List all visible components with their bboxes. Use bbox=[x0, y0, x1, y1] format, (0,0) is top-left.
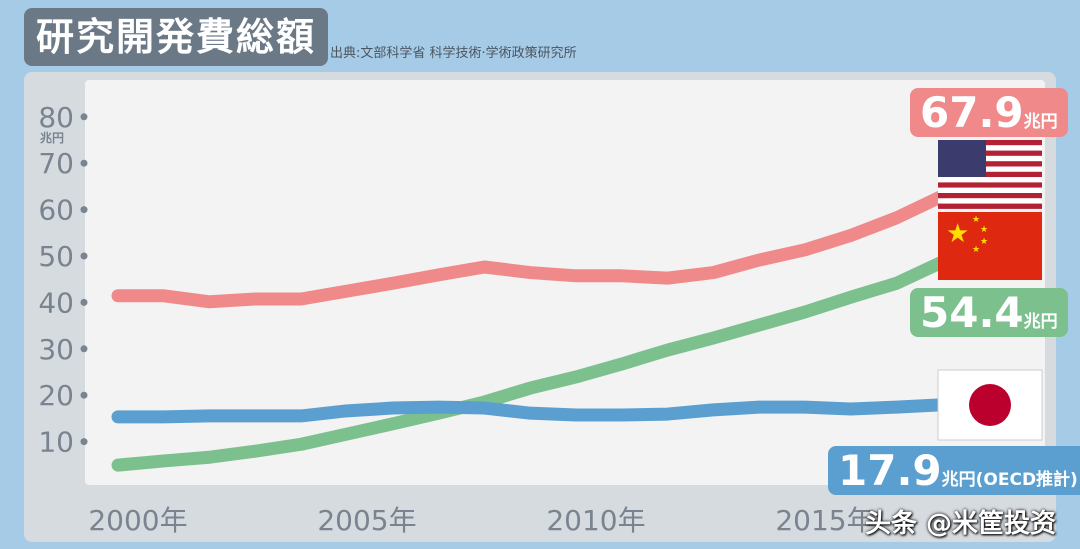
china-value-label: 54.4兆円 bbox=[910, 288, 1068, 337]
japan-series-line bbox=[111, 398, 949, 424]
china-flag-icon bbox=[938, 212, 1042, 280]
chart-title: 研究開発費総額 bbox=[24, 8, 329, 66]
x-tick-label: 2005年 bbox=[317, 504, 416, 537]
us-flag-canton bbox=[938, 140, 986, 177]
y-tick-dot bbox=[80, 298, 88, 306]
japan-value-label: 17.9兆円(OECD推計) bbox=[828, 446, 1080, 495]
y-tick-dot bbox=[80, 345, 88, 353]
china-flag-small-star: ★ bbox=[980, 225, 988, 235]
x-tick-label: 2015年 bbox=[775, 504, 874, 537]
china-series-line bbox=[111, 255, 949, 472]
y-tick-dot bbox=[80, 438, 88, 446]
y-tick-dot bbox=[80, 391, 88, 399]
y-tick-dot bbox=[80, 159, 88, 167]
usa-value-label: 67.9兆円 bbox=[910, 88, 1068, 137]
y-tick-label: 50 bbox=[38, 240, 74, 273]
y-tick-label: 40 bbox=[38, 286, 74, 319]
us-flag-icon bbox=[938, 140, 1042, 209]
y-tick-label: 70 bbox=[38, 147, 74, 180]
y-tick-label: 60 bbox=[38, 194, 74, 227]
y-tick-dot bbox=[80, 252, 88, 260]
y-tick-dot bbox=[80, 206, 88, 214]
y-tick-label: 20 bbox=[38, 379, 74, 412]
x-tick-label: 2000年 bbox=[88, 504, 187, 537]
watermark: 头条 @米筐投资 bbox=[865, 509, 1057, 539]
y-tick-label: 10 bbox=[38, 426, 74, 459]
usa-series-line bbox=[111, 189, 949, 309]
china-flag-star: ★ bbox=[946, 219, 969, 249]
y-tick-label: 30 bbox=[38, 333, 74, 366]
x-tick-label: 2010年 bbox=[546, 504, 645, 537]
chart-source: 出典:文部科学省 科学技術·学術政策研究所 bbox=[330, 46, 577, 61]
china-flag-small-star: ★ bbox=[972, 215, 980, 225]
y-tick-label: 80 bbox=[38, 101, 74, 134]
china-flag-small-star: ★ bbox=[980, 237, 988, 247]
japan-flag-sun bbox=[969, 384, 1011, 426]
y-tick-dot bbox=[80, 113, 88, 121]
y-unit-label: 兆円 bbox=[40, 130, 64, 145]
china-flag-small-star: ★ bbox=[972, 245, 980, 255]
